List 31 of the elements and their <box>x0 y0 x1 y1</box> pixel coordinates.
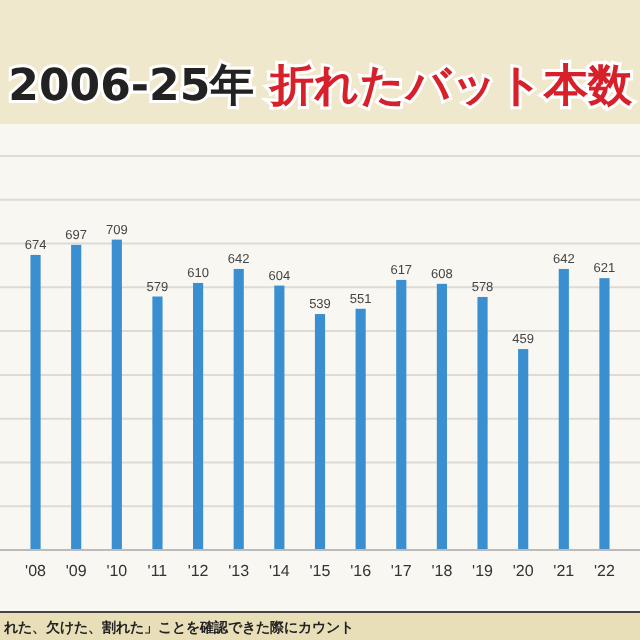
bar <box>396 279 407 550</box>
bar <box>599 278 610 550</box>
bar <box>314 314 326 550</box>
x-tick-label: '14 <box>268 562 291 580</box>
bar <box>518 349 529 550</box>
bar <box>436 283 447 550</box>
x-tick-label: '13 <box>228 562 251 580</box>
x-tick-label: '18 <box>431 562 454 580</box>
bar <box>558 268 569 550</box>
x-tick-label: '22 <box>594 562 616 580</box>
bar <box>111 239 122 550</box>
bar <box>233 268 244 550</box>
bar <box>274 285 285 550</box>
bar <box>30 254 41 550</box>
chart-title: 2006-25年 折れたバット本数 <box>8 62 634 112</box>
bar <box>71 244 82 550</box>
x-tick-label: '21 <box>553 562 576 580</box>
x-tick-label: '20 <box>512 562 535 580</box>
x-tick-label: '12 <box>187 562 210 580</box>
x-tick-label: '19 <box>472 562 495 580</box>
x-tick-label: '10 <box>106 562 129 580</box>
x-tick-label: '15 <box>309 562 332 580</box>
x-tick-label: '09 <box>65 562 88 580</box>
x-tick-label: '17 <box>390 562 413 580</box>
bar <box>152 296 163 550</box>
x-tick-label: '08 <box>25 562 48 580</box>
bar <box>477 296 488 550</box>
bar <box>355 308 366 550</box>
bar <box>193 282 204 550</box>
x-tick-label: '16 <box>350 562 373 580</box>
x-tick-label: '11 <box>147 562 169 580</box>
